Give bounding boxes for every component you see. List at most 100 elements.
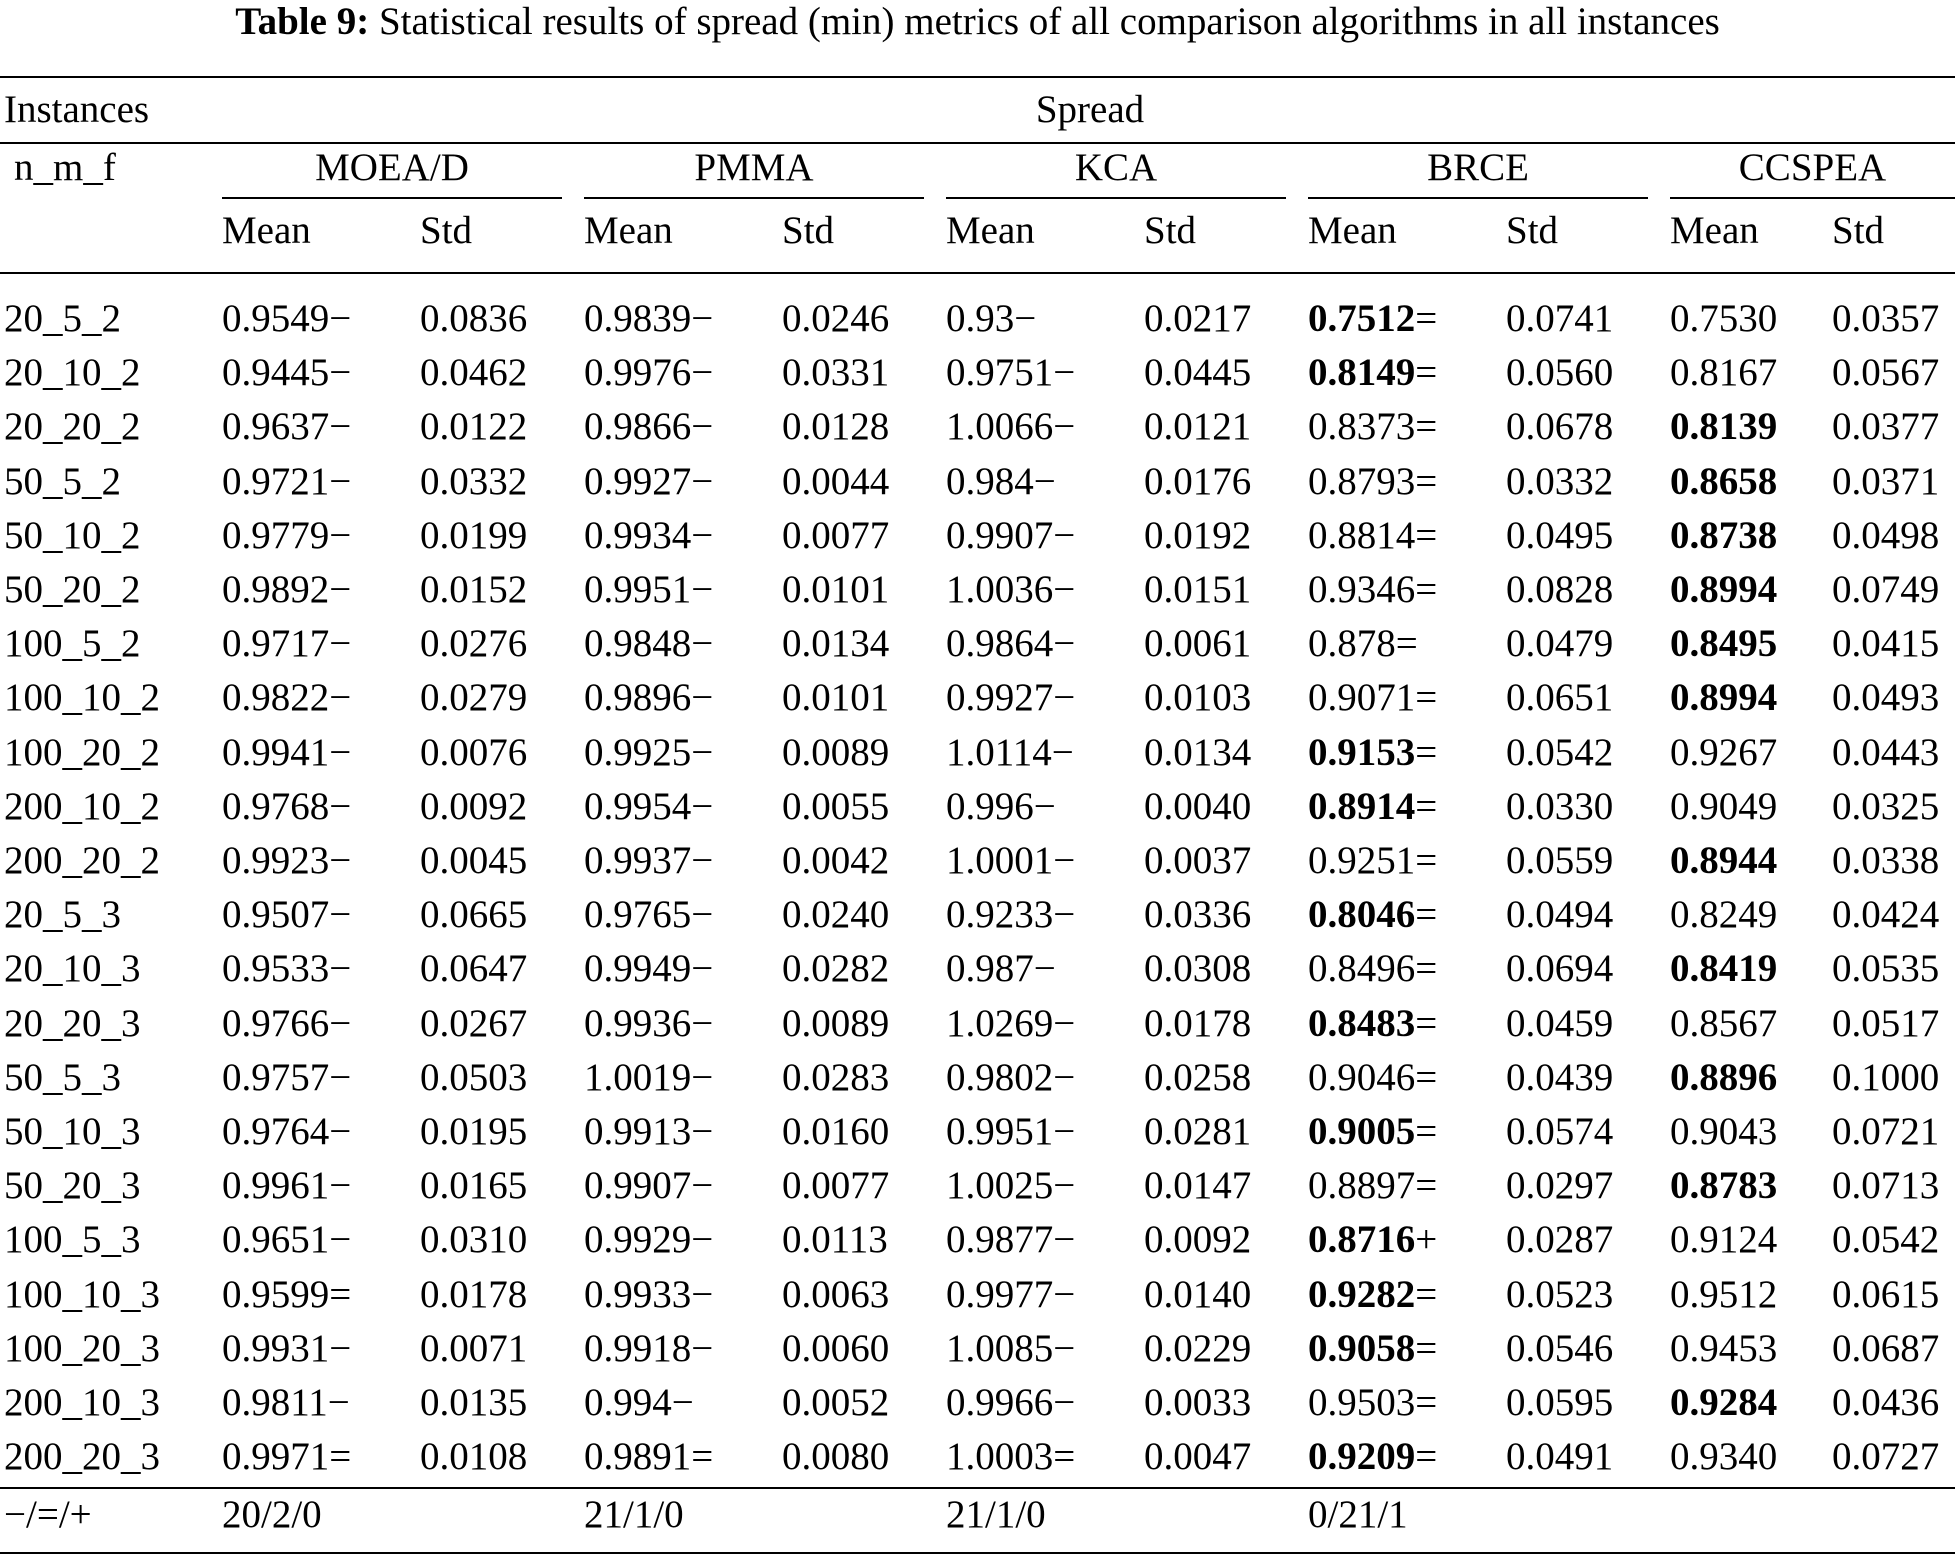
table-cell: 0.9765− bbox=[584, 893, 714, 936]
table-cell: 0.9233− bbox=[946, 893, 1076, 936]
group-underline-brce bbox=[1308, 197, 1648, 199]
table-cell: 0.987− bbox=[946, 947, 1056, 990]
table-cell: 0.0063 bbox=[782, 1273, 890, 1316]
table-cell: 0.9892− bbox=[222, 568, 352, 611]
table-cell: 0.0037 bbox=[1144, 839, 1252, 882]
instances-spread-rule bbox=[0, 142, 1955, 144]
spread-header: Spread bbox=[1035, 88, 1145, 131]
table-cell: 0.0077 bbox=[782, 514, 890, 557]
std-header: Std bbox=[1506, 209, 1559, 252]
table-cell: 0.0330 bbox=[1506, 785, 1614, 828]
table-cell: 0.9949− bbox=[584, 947, 714, 990]
table-cell: 0.0178 bbox=[1144, 1002, 1252, 1045]
std-header: Std bbox=[782, 209, 835, 252]
table-cell: 0.0498 bbox=[1832, 514, 1940, 557]
table-cell: 0.0371 bbox=[1832, 460, 1940, 503]
table-cell: 0.0741 bbox=[1506, 297, 1614, 340]
table-cell: 0.9251= bbox=[1308, 839, 1438, 882]
algorithm-header-brce: BRCE bbox=[1427, 146, 1529, 189]
summary-top-rule bbox=[0, 1487, 1955, 1489]
table-cell: 0.0574 bbox=[1506, 1110, 1614, 1153]
table-cell: 0.0134 bbox=[782, 622, 890, 665]
table-cell: 1.0269− bbox=[946, 1002, 1076, 1045]
algorithm-header-ccspea: CCSPEA bbox=[1738, 146, 1887, 189]
instance-label: 50_20_2 bbox=[4, 568, 141, 611]
table-cell: 0.0332 bbox=[420, 460, 528, 503]
table-cell: 0.0080 bbox=[782, 1435, 890, 1478]
table-cell: 0.1000 bbox=[1832, 1056, 1940, 1099]
table-cell: 0.878= bbox=[1308, 622, 1418, 665]
table-cell: 0.0076 bbox=[420, 731, 528, 774]
table-cell-best: 0.8483= bbox=[1308, 1002, 1438, 1045]
std-header: Std bbox=[420, 209, 473, 252]
instance-label: 50_5_3 bbox=[4, 1056, 121, 1099]
table-cell: 0.0332 bbox=[1506, 460, 1614, 503]
table-cell: 0.0836 bbox=[420, 297, 528, 340]
table-cell-best: 0.9282= bbox=[1308, 1273, 1438, 1316]
table-bottom-rule bbox=[0, 1552, 1955, 1554]
table-cell: 0.0279 bbox=[420, 676, 528, 719]
table-cell: 0.0325 bbox=[1832, 785, 1940, 828]
group-underline-moead bbox=[222, 197, 562, 199]
table-cell: 0.0045 bbox=[420, 839, 528, 882]
table-cell: 1.0085− bbox=[946, 1327, 1076, 1370]
table-cell: 0.0147 bbox=[1144, 1164, 1252, 1207]
table-cell: 0.9507− bbox=[222, 893, 352, 936]
table-cell: 0.93− bbox=[946, 297, 1037, 340]
group-underline-pmma bbox=[584, 197, 924, 199]
table-cell: 0.9927− bbox=[584, 460, 714, 503]
table-cell-best: 0.8495 bbox=[1670, 622, 1778, 665]
table-cell: 0.0121 bbox=[1144, 405, 1252, 448]
table-cell-best: 0.8149= bbox=[1308, 351, 1438, 394]
table-cell: 0.0462 bbox=[420, 351, 528, 394]
table-cell: 0.8249 bbox=[1670, 893, 1778, 936]
table-cell: 0.0647 bbox=[420, 947, 528, 990]
table-cell: 0.0089 bbox=[782, 1002, 890, 1045]
table-cell: 0.0258 bbox=[1144, 1056, 1252, 1099]
table-cell-best: 0.8658 bbox=[1670, 460, 1778, 503]
table-cell: 0.7530 bbox=[1670, 297, 1778, 340]
nmf-header: n_m_f bbox=[14, 146, 116, 189]
table-cell: 0.0377 bbox=[1832, 405, 1940, 448]
table-cell: 0.0089 bbox=[782, 731, 890, 774]
table-cell: 1.0001− bbox=[946, 839, 1076, 882]
table-cell: 0.0113 bbox=[782, 1218, 888, 1261]
table-cell-best: 0.8046= bbox=[1308, 893, 1438, 936]
table-cell: 0.9936− bbox=[584, 1002, 714, 1045]
mean-header: Mean bbox=[222, 209, 311, 252]
table-cell: 0.9954− bbox=[584, 785, 714, 828]
table-cell: 0.0140 bbox=[1144, 1273, 1252, 1316]
table-cell: 0.0357 bbox=[1832, 297, 1940, 340]
table-cell: 0.0721 bbox=[1832, 1110, 1940, 1153]
table-cell: 0.0044 bbox=[782, 460, 890, 503]
table-cell: 0.9533− bbox=[222, 947, 352, 990]
table-cell: 0.0542 bbox=[1506, 731, 1614, 774]
instance-label: 100_5_3 bbox=[4, 1218, 141, 1261]
instance-label: 200_10_2 bbox=[4, 785, 160, 828]
table-cell: 0.0108 bbox=[420, 1435, 528, 1478]
table-cell: 0.0713 bbox=[1832, 1164, 1940, 1207]
table-cell: 0.0495 bbox=[1506, 514, 1614, 557]
table-cell: 0.0310 bbox=[420, 1218, 528, 1261]
table-cell: 0.0491 bbox=[1506, 1435, 1614, 1478]
table-cell: 0.0176 bbox=[1144, 460, 1252, 503]
header-bottom-rule bbox=[0, 272, 1955, 274]
table-cell: 0.0445 bbox=[1144, 351, 1252, 394]
table-cell: 0.0061 bbox=[1144, 622, 1252, 665]
instance-label: 50_10_3 bbox=[4, 1110, 141, 1153]
table-cell: 0.9907− bbox=[584, 1164, 714, 1207]
table-cell: 0.0101 bbox=[782, 568, 890, 611]
table-cell: 0.0160 bbox=[782, 1110, 890, 1153]
table-cell: 0.9941− bbox=[222, 731, 352, 774]
table-cell: 0.9896− bbox=[584, 676, 714, 719]
table-cell: 0.0308 bbox=[1144, 947, 1252, 990]
table-cell: 0.9913− bbox=[584, 1110, 714, 1153]
table-cell: 0.0195 bbox=[420, 1110, 528, 1153]
algorithm-header-kca: KCA bbox=[1074, 146, 1158, 189]
table-cell: 0.9340 bbox=[1670, 1435, 1778, 1478]
table-cell: 0.9346= bbox=[1308, 568, 1438, 611]
table-cell: 0.0331 bbox=[782, 351, 890, 394]
table-cell-best: 0.8139 bbox=[1670, 405, 1778, 448]
table-cell: 0.0678 bbox=[1506, 405, 1614, 448]
table-cell: 0.9925− bbox=[584, 731, 714, 774]
